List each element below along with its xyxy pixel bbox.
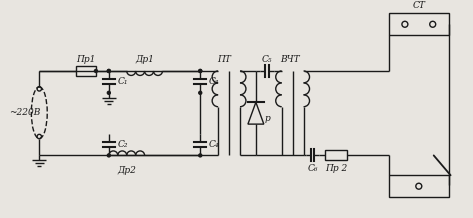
Text: ПТ: ПТ bbox=[217, 54, 231, 63]
Circle shape bbox=[95, 70, 97, 72]
Bar bbox=[389, 13, 448, 35]
Circle shape bbox=[107, 70, 110, 72]
Text: ВЧТ: ВЧТ bbox=[280, 54, 300, 63]
Polygon shape bbox=[248, 102, 264, 124]
Circle shape bbox=[107, 70, 110, 72]
Text: Пр 2: Пр 2 bbox=[325, 164, 348, 173]
Text: C₃: C₃ bbox=[209, 77, 219, 86]
Text: C₁: C₁ bbox=[117, 77, 128, 86]
Text: Др2: Др2 bbox=[117, 166, 136, 175]
Bar bbox=[389, 175, 448, 197]
Text: СТ: СТ bbox=[412, 1, 425, 10]
Circle shape bbox=[107, 154, 110, 157]
Text: C₆: C₆ bbox=[307, 164, 318, 173]
Text: C₄: C₄ bbox=[209, 140, 219, 149]
Text: C₂: C₂ bbox=[117, 140, 128, 149]
Text: ~220В: ~220В bbox=[9, 108, 41, 117]
Circle shape bbox=[199, 91, 201, 94]
Text: Пр1: Пр1 bbox=[76, 54, 96, 63]
Text: C₅: C₅ bbox=[262, 54, 272, 63]
Ellipse shape bbox=[31, 87, 47, 138]
Text: Др1: Др1 bbox=[135, 54, 154, 63]
Circle shape bbox=[199, 154, 201, 157]
Text: р: р bbox=[265, 114, 271, 123]
Bar bbox=[76, 66, 96, 76]
Circle shape bbox=[199, 70, 201, 72]
Circle shape bbox=[107, 91, 110, 94]
Bar bbox=[325, 150, 347, 160]
Circle shape bbox=[199, 70, 201, 72]
